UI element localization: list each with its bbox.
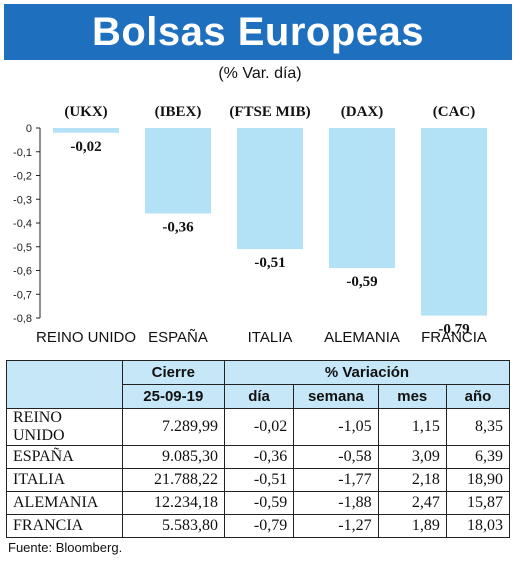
chart-subtitle: (% Var. día) — [218, 65, 302, 82]
row-name: ESPAÑA — [6, 445, 123, 469]
row-mes: 1,15 — [377, 408, 447, 446]
table-header-variacion: % Variación — [223, 360, 511, 385]
y-tick-label: -0,3 — [13, 194, 32, 206]
row-anio: 6,39 — [445, 445, 511, 469]
row-dia: -0,79 — [223, 514, 295, 538]
index-code-label: (CAC) — [433, 104, 476, 120]
category-label: ALEMANIA — [324, 329, 400, 346]
row-cierre: 5.583,80 — [121, 514, 225, 538]
row-dia: -0,51 — [223, 468, 295, 492]
row-name: ALEMANIA — [6, 491, 123, 515]
row-semana: -1,77 — [293, 468, 379, 492]
row-dia: -0,59 — [223, 491, 295, 515]
source-note: Fuente: Bloomberg. — [8, 540, 123, 555]
row-mes: 2,47 — [377, 491, 447, 515]
table-row: ITALIA 21.788,22 -0,51 -1,77 2,18 18,90 — [6, 468, 511, 492]
table-header-semana: semana — [293, 384, 379, 409]
row-mes: 2,18 — [377, 468, 447, 492]
table-header-dia: día — [223, 384, 295, 409]
table-header-fecha: 25-09-19 — [121, 384, 225, 409]
row-anio: 18,90 — [445, 468, 511, 492]
table-row: REINO UNIDO 7.289,99 -0,02 -1,05 1,15 8,… — [6, 408, 511, 446]
table-row: ALEMANIA 12.234,18 -0,59 -1,88 2,47 15,8… — [6, 491, 511, 515]
data-label: -0,36 — [162, 220, 194, 236]
table-sub-header-row: 25-09-19 día semana mes año — [7, 384, 511, 409]
bar — [237, 128, 303, 250]
row-semana: -1,05 — [293, 408, 379, 446]
y-tick-label: -0,6 — [13, 266, 32, 278]
row-semana: -0,58 — [293, 445, 379, 469]
bar — [145, 128, 211, 214]
table-row: ESPAÑA 9.085,30 -0,36 -0,58 3,09 6,39 — [6, 445, 511, 469]
bar-chart: 0 -0,1 -0,2 -0,3 -0,4 -0,5 -0,6 -0,7 -0,8 (UKX) -… — [13, 104, 487, 346]
row-name: FRANCIA — [6, 514, 123, 538]
row-cierre: 21.788,22 — [121, 468, 225, 492]
index-code-label: (UKX) — [64, 104, 107, 120]
table-header-anio: año — [445, 384, 511, 409]
index-code-label: (FTSE MIB) — [229, 104, 310, 120]
y-tick-label: -0,1 — [13, 147, 32, 159]
table-row: FRANCIA 5.583,80 -0,79 -1,27 1,89 18,03 — [6, 514, 511, 538]
row-anio: 15,87 — [445, 491, 511, 515]
row-anio: 8,35 — [445, 408, 511, 446]
y-tick-label: 0 — [26, 123, 32, 135]
bar — [53, 128, 119, 133]
row-semana: -1,27 — [293, 514, 379, 538]
data-label: -0,51 — [254, 255, 285, 271]
row-mes: 3,09 — [377, 445, 447, 469]
category-label: ITALIA — [248, 329, 293, 346]
bar — [329, 128, 395, 269]
y-tick-label: -0,5 — [13, 242, 32, 254]
data-label: -0,02 — [70, 139, 101, 155]
row-anio: 18,03 — [445, 514, 511, 538]
category-label: REINO UNIDO — [36, 329, 136, 346]
table-header-empty — [6, 360, 123, 409]
row-dia: -0,02 — [223, 408, 295, 446]
table-header-cierre: Cierre — [121, 360, 225, 385]
y-tick-label: -0,4 — [13, 218, 32, 230]
row-dia: -0,36 — [223, 445, 295, 469]
data-label: -0,59 — [346, 274, 377, 290]
table-group-header-row: Cierre % Variación — [6, 360, 511, 409]
y-tick-label: -0,2 — [13, 171, 32, 183]
row-cierre: 7.289,99 — [121, 408, 225, 446]
bar — [421, 128, 487, 316]
table-header-mes: mes — [377, 384, 447, 409]
y-tick-label: -0,7 — [13, 289, 32, 301]
row-semana: -1,88 — [293, 491, 379, 515]
y-tick-label: -0,8 — [13, 313, 32, 325]
category-label: FRANCIA — [421, 329, 487, 346]
index-code-label: (DAX) — [341, 104, 384, 120]
row-cierre: 12.234,18 — [121, 491, 225, 515]
category-label: ESPAÑA — [148, 329, 208, 346]
row-name: REINO UNIDO — [6, 408, 123, 446]
chart-title: Bolsas Europeas — [91, 10, 425, 54]
data-table: Cierre % Variación 25-09-19 día semana m… — [6, 360, 511, 538]
index-code-label: (IBEX) — [155, 104, 202, 120]
row-cierre: 9.085,30 — [121, 445, 225, 469]
row-name: ITALIA — [6, 468, 123, 492]
row-mes: 1,89 — [377, 514, 447, 538]
data-label: -0,79 — [438, 322, 469, 338]
title-banner: Bolsas Europeas — [4, 4, 512, 60]
